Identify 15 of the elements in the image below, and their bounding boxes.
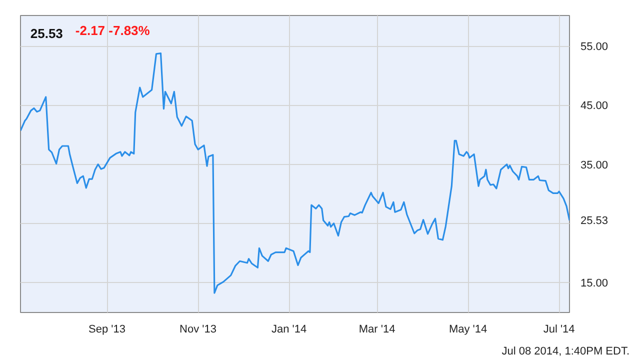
x-tick-label: Mar '14 <box>358 324 396 336</box>
x-tick-label: Jan '14 <box>271 324 307 336</box>
x-tick-label: Jul '14 <box>543 324 575 336</box>
y-tick-label: 55.00 <box>580 41 608 54</box>
x-tick-label: Sep '13 <box>88 324 126 336</box>
y-tick-label: 45.00 <box>580 100 608 112</box>
text: -2.17 -7.83% <box>75 22 150 38</box>
x-tick-label: May '14 <box>448 324 488 336</box>
y-tick-label: 25.53 <box>580 215 608 228</box>
text: Jul 08 2014, 1:40PM EDT. <box>502 346 630 358</box>
line-series <box>20 52 570 294</box>
text: 25.53 <box>30 26 63 41</box>
y-tick-label: 15.00 <box>580 277 608 290</box>
x-tick-label: Nov '13 <box>180 324 217 336</box>
y-tick-label: 35.00 <box>580 159 608 172</box>
